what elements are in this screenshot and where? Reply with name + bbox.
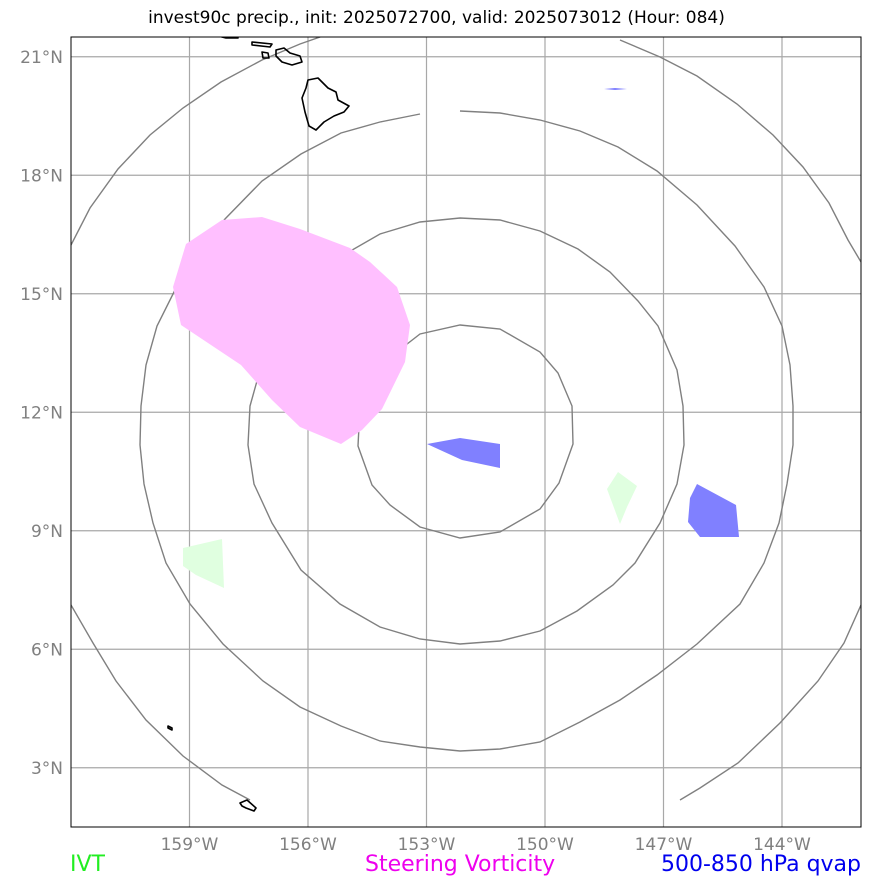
legend-ivt: IVT (70, 852, 105, 877)
longitude-tick-label: 159°W (161, 835, 219, 855)
qvap-region-east (688, 484, 739, 537)
legend-qvap: 500-850 hPa qvap (660, 852, 861, 877)
latitude-tick-label: 18°N (20, 166, 63, 186)
longitude-tick-labels: 159°W 156°W 153°W 150°W 147°W 144°W (161, 835, 811, 855)
latitude-tick-label: 15°N (20, 285, 63, 305)
ivt-region-east (607, 472, 637, 524)
island-hawaii (301, 77, 350, 131)
range-ring-4 (71, 37, 323, 246)
range-ring-4-east (619, 39, 861, 263)
latitude-tick-labels: 21°N 18°N 15°N 12°N 9°N 6°N 3°N (20, 48, 63, 779)
longitude-tick-label: 147°W (635, 835, 693, 855)
longitude-tick-label: 156°W (279, 835, 337, 855)
island-johnston (167, 725, 173, 731)
latitude-tick-label: 6°N (31, 640, 63, 660)
island-lanai (261, 51, 270, 59)
range-ring-4-southeast (679, 604, 861, 801)
latitude-tick-label: 3°N (31, 759, 63, 779)
latitude-tick-label: 21°N (20, 48, 63, 68)
latitude-tick-label: 9°N (31, 522, 63, 542)
legend-steering-vorticity: Steering Vorticity (365, 852, 556, 877)
longitude-tick-label: 144°W (753, 835, 811, 855)
island-oahu (218, 37, 239, 39)
island-palmyra (239, 799, 257, 812)
gridlines (71, 37, 861, 827)
longitude-tick-label: 150°W (516, 835, 574, 855)
island-molokai (251, 41, 273, 48)
map-title: invest90c precip., init: 2025072700, val… (148, 8, 725, 28)
coastlines (167, 37, 350, 812)
range-ring-3 (139, 110, 794, 752)
steering-vorticity-region (173, 217, 410, 444)
island-maui (275, 47, 303, 66)
plot-frame (70, 36, 862, 828)
qvap-region-center (427, 438, 500, 468)
range-ring-4-southwest (71, 604, 251, 801)
ivt-region-west (183, 539, 224, 588)
latitude-tick-label: 12°N (20, 403, 63, 423)
qvap-region-north (604, 88, 627, 90)
longitude-tick-label: 153°W (398, 835, 456, 855)
